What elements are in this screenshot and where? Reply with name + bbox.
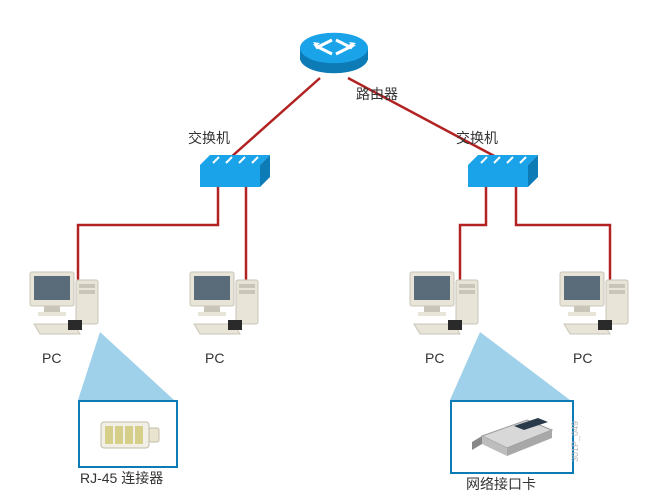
- switch-label-0: 交换机: [188, 128, 230, 148]
- figure-id-watermark: 301P_049: [570, 421, 580, 462]
- switch-label-1: 交换机: [456, 128, 498, 148]
- callout-rj45-box: [78, 400, 178, 468]
- router-label: 路由器: [356, 84, 398, 104]
- callout-nic-label: 网络接口卡: [466, 474, 536, 494]
- pc-label-2: PC: [425, 350, 444, 366]
- callout-rj45-label: RJ-45 连接器: [80, 468, 163, 488]
- pc-label-3: PC: [573, 350, 592, 366]
- pc-label-0: PC: [42, 350, 61, 366]
- callout-nic-box: [450, 400, 574, 474]
- nic-card-icon: [462, 410, 562, 464]
- pc-label-1: PC: [205, 350, 224, 366]
- rj45-connector-icon: [93, 412, 163, 456]
